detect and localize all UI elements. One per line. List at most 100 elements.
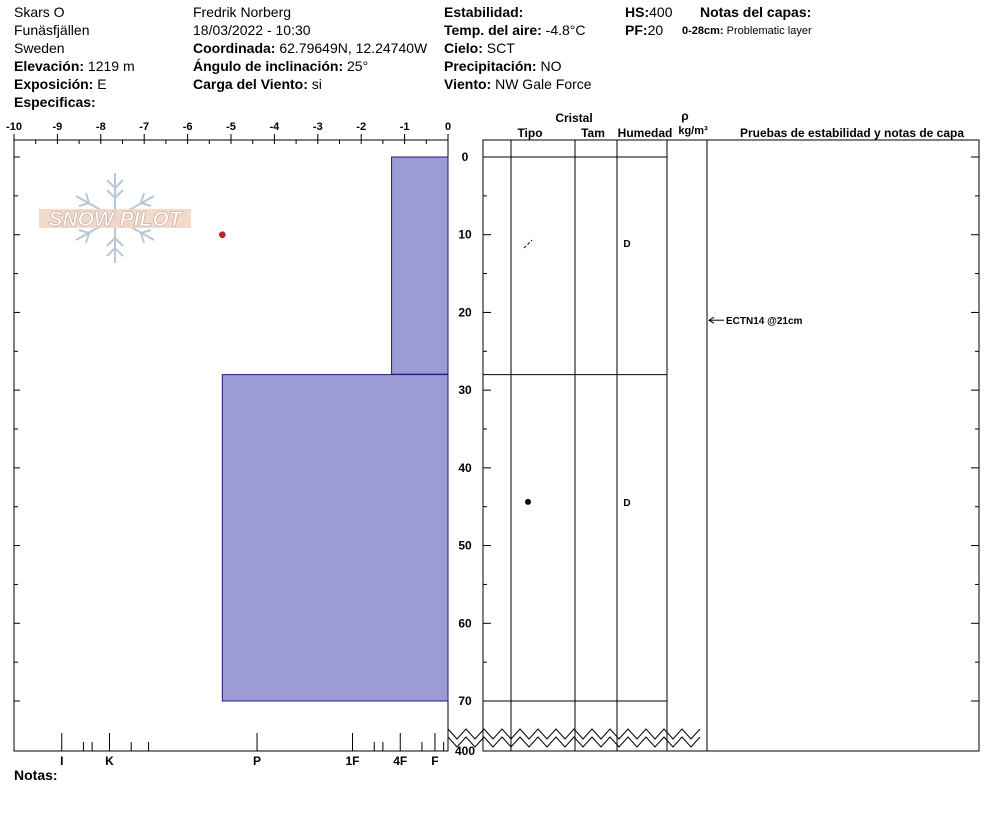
coordinates-row: Coordinada: 62.79649N, 12.24740W: [193, 39, 427, 57]
depth-tick-label: 10: [458, 228, 472, 242]
aspect-value: E: [97, 76, 107, 92]
airtemp-label: Temp. del aire:: [444, 22, 542, 38]
snowpilot-logo: SNOW PILOT: [39, 173, 191, 263]
grain-symbol-round: [525, 498, 531, 505]
stability-test-label: ECTN14 @21cm: [726, 316, 803, 327]
layer-table-cells: D D ECTN14 @21cm: [523, 239, 803, 509]
depth-break-zigzag-lower: [447, 736, 701, 748]
cristal-header: Cristal: [555, 111, 592, 125]
hardness-tick-label: -8: [96, 121, 106, 133]
slope-value: 25°: [347, 58, 369, 74]
elevation-value: 1219 m: [87, 58, 135, 74]
aspect-label: Exposición:: [14, 76, 94, 92]
grain-symbol-faceted: [523, 239, 533, 249]
pf-value: 20: [647, 22, 664, 38]
stability-test-arrowhead: [708, 316, 715, 324]
coordinates-label: Coordinada:: [193, 40, 276, 56]
depth-tick-label: 50: [458, 539, 472, 553]
density-unit-header: kg/m³: [678, 125, 708, 137]
tam-header: Tam: [581, 126, 605, 140]
layer-table-frame: [482, 139, 980, 752]
elevation-label: Elevación:: [14, 58, 85, 74]
slope-label: Ángulo de inclinación:: [193, 58, 344, 74]
slope-row: Ángulo de inclinación: 25°: [193, 57, 368, 75]
airtemp-value: -4.8°C: [545, 22, 586, 38]
depth-tick-label: 20: [458, 305, 472, 319]
depth-axis: 0 10 20 30 40 50 60 70 400: [14, 150, 979, 758]
windload-value: si: [311, 76, 322, 92]
specifics-label: Especificas:: [14, 94, 96, 110]
hardness-bottom-label: 1F: [346, 754, 360, 768]
layer-note: 0-28cm: Problematic layer: [682, 22, 812, 40]
pf-row: PF:20: [625, 21, 663, 39]
stability-label: Estabilidad:: [444, 4, 524, 20]
depth-bottom-label: 400: [455, 744, 475, 758]
logo-text: SNOW PILOT: [49, 208, 184, 231]
temperature-points: [219, 231, 226, 238]
layer-note-text: Problematic layer: [726, 25, 812, 37]
airtemp-row: Temp. del aire: -4.8°C: [444, 21, 586, 39]
layer-row-lines: [483, 156, 667, 702]
depth-tick-label: 40: [458, 461, 472, 475]
hardness-tick-label: -6: [183, 121, 193, 133]
wind-value: NW Gale Force: [495, 76, 592, 92]
hardness-tick-label: -9: [53, 121, 63, 133]
humedad-header: Humedad: [618, 126, 673, 140]
elevation-row: Elevación: 1219 m: [14, 57, 135, 75]
hardness-bottom-label: K: [105, 754, 114, 768]
sky-value: SCT: [486, 40, 515, 56]
hs-row: HS:400: [625, 3, 672, 21]
hardness-layers: [221, 156, 449, 702]
coordinates-value: 62.79649N, 12.24740W: [279, 40, 428, 56]
hardness-layer: [221, 374, 449, 702]
pf-label: PF:: [625, 22, 648, 38]
precip-value: NO: [540, 58, 562, 74]
area-name: Funäsfjällen: [14, 22, 90, 38]
rho-header: ρ: [681, 109, 688, 123]
site-name: Skars O: [14, 4, 65, 20]
hardness-tick-label: -2: [356, 121, 366, 133]
depth-tick-label: 70: [458, 694, 472, 708]
temperature-point: [219, 231, 226, 238]
country-name: Sweden: [14, 40, 65, 56]
hardness-bottom-label: I: [60, 754, 63, 768]
notes-label: Notas:: [14, 767, 58, 783]
depth-tick-label: 30: [458, 383, 472, 397]
layer-table-columns: [510, 140, 708, 751]
wind-label: Viento:: [444, 76, 492, 92]
hardness-bottom-label: P: [253, 754, 261, 768]
hardness-axis: -10 -9 -8 -7 -6 -5 -4 -3 -2 -1 0: [6, 121, 451, 144]
wind-row: Viento: NW Gale Force: [444, 75, 592, 93]
hardness-tick-label: 0: [445, 121, 451, 133]
observation-datetime: 18/03/2022 - 10:30: [193, 22, 311, 38]
hs-label: HS:: [625, 4, 650, 20]
hardness-tick-label: -7: [139, 121, 149, 133]
depth-break-zigzag: [447, 728, 701, 740]
logo-band: [39, 209, 191, 228]
hardness-bottom-label: F: [431, 754, 438, 768]
hardness-tick-label: -4: [270, 121, 281, 133]
precip-label: Precipitación:: [444, 58, 537, 74]
moisture-value: D: [623, 239, 630, 250]
layer-notes-label: Notas del capas:: [700, 4, 812, 20]
depth-tick-label: 60: [458, 616, 472, 630]
tipo-header: Tipo: [517, 126, 542, 140]
hs-value: 400: [649, 4, 673, 20]
windload-row: Carga del Viento: si: [193, 75, 322, 93]
windload-label: Carga del Viento:: [193, 76, 308, 92]
moisture-value: D: [623, 498, 630, 509]
hardness-bottom-label: 4F: [393, 754, 407, 768]
layer-note-range: 0-28cm:: [682, 25, 724, 37]
hardness-layer: [391, 156, 449, 376]
sky-label: Cielo:: [444, 40, 483, 56]
hardness-tick-label: -1: [400, 121, 410, 133]
aspect-row: Exposición: E: [14, 75, 107, 93]
hardness-tick-label: -5: [226, 121, 236, 133]
hardness-tick-label: -10: [6, 121, 22, 133]
precip-row: Precipitación: NO: [444, 57, 561, 75]
hardness-bottom-axis: I K P 1F 4F F: [60, 733, 445, 768]
hardness-tick-label: -3: [313, 121, 323, 133]
depth-tick-label: 0: [462, 150, 469, 164]
observer-name: Fredrik Norberg: [193, 4, 292, 20]
